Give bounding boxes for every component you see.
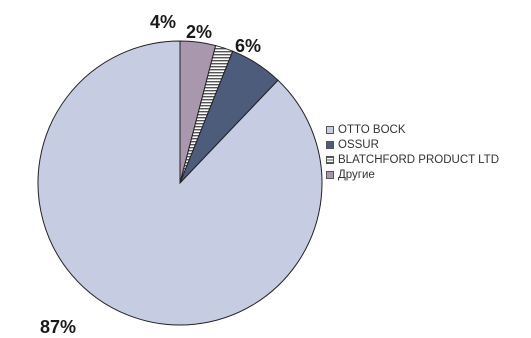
slice-value-label: 87% <box>40 317 76 337</box>
legend-label: BLATCHFORD PRODUCT LTD <box>338 154 500 166</box>
legend-label: OTTO BOCK <box>338 124 406 136</box>
slice-value-label: 2% <box>186 22 212 42</box>
legend-label: Другие <box>338 169 375 181</box>
legend-item: OTTO BOCK <box>326 124 531 137</box>
legend-label: OSSUR <box>338 139 379 151</box>
legend-item: BLATCHFORD PRODUCT LTD <box>326 154 531 167</box>
legend-swatch <box>326 171 334 179</box>
legend-item: OSSUR <box>326 139 531 152</box>
slice-value-label: 6% <box>235 36 261 56</box>
slice-value-label: 4% <box>150 12 176 32</box>
legend-swatch <box>326 156 334 164</box>
legend-swatch <box>326 141 334 149</box>
legend-item: Другие <box>326 169 531 182</box>
legend-swatch <box>326 126 334 134</box>
legend: OTTO BOCK OSSUR BLATCHFORD PRODUCT LTD Друг… <box>326 124 531 184</box>
